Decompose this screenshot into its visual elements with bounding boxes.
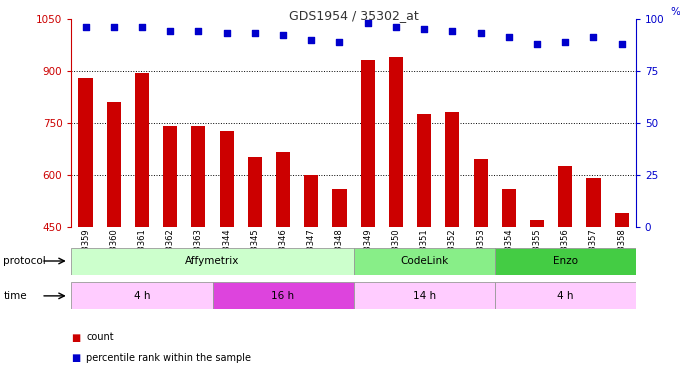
Bar [502,189,516,227]
Point [475,30,486,36]
Bar [558,166,573,227]
Bar [212,282,354,309]
Bar [586,178,600,227]
Text: count: count [86,333,114,342]
Point [362,20,373,26]
Text: CodeLink: CodeLink [400,256,448,266]
Bar [107,102,121,227]
Bar [473,159,488,227]
Bar [615,213,629,227]
Bar [220,132,234,227]
Bar [191,126,205,227]
Bar [71,248,354,274]
Text: 4 h: 4 h [557,291,573,301]
Bar [445,112,460,227]
Bar [354,282,495,309]
Bar [360,60,375,227]
Text: 16 h: 16 h [271,291,294,301]
Text: 14 h: 14 h [413,291,436,301]
Bar [417,114,431,227]
Text: 4 h: 4 h [134,291,150,301]
Text: time: time [3,291,27,301]
Point [334,39,345,45]
Point [503,34,514,40]
Text: percentile rank within the sample: percentile rank within the sample [86,353,252,363]
Bar [248,158,262,227]
Point [419,26,430,32]
Point [277,32,288,38]
Point [80,24,91,30]
Bar [354,248,495,274]
Point [250,30,260,36]
Bar [163,126,177,227]
Point [532,41,543,47]
Bar [78,78,92,227]
Bar [389,57,403,227]
Point [390,24,401,30]
Bar [304,175,318,227]
Bar [495,282,636,309]
Point [588,34,599,40]
Text: ■: ■ [71,353,81,363]
Point [165,28,175,34]
Text: GDS1954 / 35302_at: GDS1954 / 35302_at [289,9,418,22]
Point [560,39,571,45]
Text: %: % [670,7,680,16]
Bar [333,189,347,227]
Point [447,28,458,34]
Text: Enzo: Enzo [553,256,578,266]
Point [137,24,148,30]
Point [221,30,232,36]
Bar [135,72,149,227]
Bar [530,220,544,227]
Text: ■: ■ [71,333,81,342]
Point [616,41,627,47]
Point [193,28,204,34]
Text: Affymetrix: Affymetrix [186,256,239,266]
Bar [71,282,212,309]
Point [306,37,317,43]
Point [108,24,119,30]
Text: protocol: protocol [3,256,46,266]
Bar [495,248,636,274]
Bar [276,152,290,227]
